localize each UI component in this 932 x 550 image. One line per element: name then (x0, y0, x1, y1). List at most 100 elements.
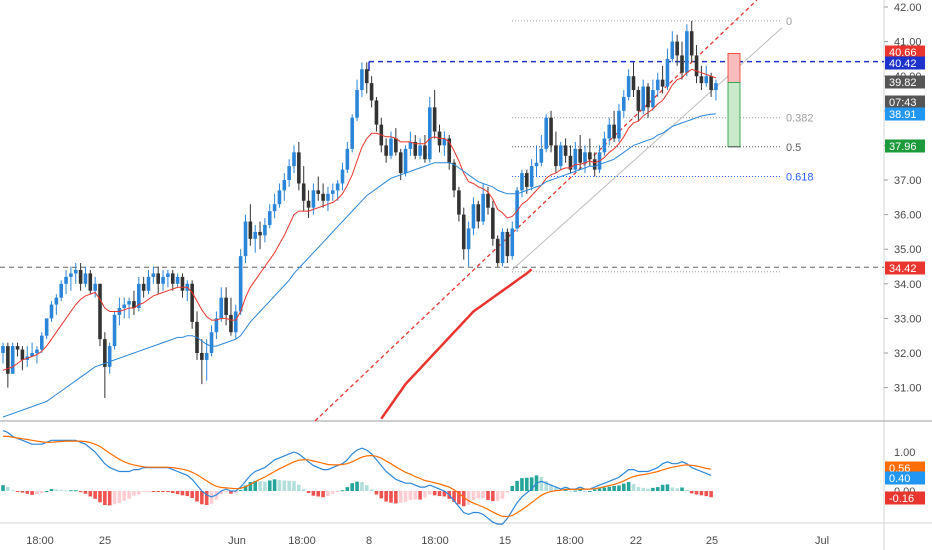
candle-body (704, 76, 709, 84)
histogram-bar (180, 491, 185, 496)
histogram-bar (15, 491, 20, 492)
histogram-bar (83, 491, 88, 494)
stop-loss-zone (727, 52, 741, 83)
y-tick-label: 35.00 (894, 244, 922, 256)
histogram-bar (544, 481, 548, 491)
candle-body (699, 76, 704, 84)
histogram-bar (423, 491, 427, 498)
candle-body (272, 204, 277, 212)
candle-body (1, 346, 5, 353)
candle-body (263, 224, 267, 236)
candle-body (689, 31, 694, 56)
histogram-bar (646, 488, 650, 491)
histogram-bar (408, 491, 413, 500)
histogram-bar (59, 489, 63, 491)
histogram-bar (127, 491, 131, 499)
candle-body (311, 190, 316, 208)
candle-body (200, 353, 204, 360)
candle-body (651, 90, 655, 108)
histogram-bar (204, 491, 209, 506)
histogram-bar (25, 491, 30, 494)
histogram-bar (631, 483, 636, 491)
candle-body (694, 55, 699, 77)
histogram-bar (675, 488, 679, 491)
histogram-bar (466, 491, 471, 505)
histogram-bar (525, 477, 529, 491)
candle-body (238, 256, 243, 312)
take-profit-zone (727, 82, 741, 148)
candle-body (73, 269, 78, 274)
histogram-bar (190, 491, 194, 499)
drawings[interactable] (0, 0, 884, 422)
candle-body (180, 276, 185, 291)
histogram-bar (267, 480, 272, 491)
fib-retracement[interactable]: 0 0.382 0.5 0.618 (512, 16, 814, 184)
candle-body (452, 162, 456, 191)
histogram-bar (500, 491, 505, 499)
candle-body (287, 166, 291, 180)
histogram-bar (263, 481, 267, 491)
candle-body (423, 145, 427, 160)
histogram-bar (219, 491, 224, 495)
candle-body (248, 221, 253, 239)
histogram-bar (573, 490, 578, 492)
candle-body (631, 76, 636, 91)
y-tick-label: 34.00 (894, 279, 922, 291)
histogram-bar (398, 491, 403, 503)
histogram-bar (355, 481, 359, 491)
histogram-bar (476, 491, 481, 499)
candle-body (345, 148, 350, 170)
histogram-bar (10, 490, 15, 492)
candle-body (350, 117, 354, 149)
fib-level-label: 0.5 (786, 142, 801, 154)
candle-body (539, 148, 544, 163)
histogram-bar (340, 490, 345, 492)
candle-body (151, 273, 156, 277)
moving-averages (2, 68, 717, 420)
histogram-bar (486, 491, 490, 500)
histogram-bar (568, 490, 573, 492)
histogram-bar (175, 491, 180, 495)
candle-body (103, 339, 107, 367)
candle-body (675, 41, 679, 56)
price-badges: 40.6640.4239.8207:4338.9137.9634.420.560… (885, 45, 925, 505)
candle-body (563, 145, 568, 156)
candle-body (137, 283, 141, 309)
price-badge (885, 75, 925, 89)
candle-body (112, 314, 117, 347)
candle-body (30, 353, 34, 357)
histogram-bar (306, 491, 311, 493)
histogram-bar (660, 484, 665, 491)
histogram-bar (583, 491, 587, 492)
histogram-bar (689, 491, 694, 494)
histogram-bar (704, 491, 709, 497)
candle-body (457, 190, 461, 215)
histogram-bar (360, 482, 364, 491)
macd-badge-label: 0.40 (889, 473, 910, 485)
histogram-bar (1, 485, 5, 491)
time-axis[interactable]: 18:00 25 Jun 18:00 8 18:00 15 18:00 22 25 Jul (26, 535, 829, 547)
candle-body (306, 200, 311, 208)
candle-body (267, 211, 272, 225)
candle-body (534, 162, 539, 167)
candle-body (54, 297, 59, 305)
candle-body (166, 273, 170, 277)
histogram-bar (495, 491, 500, 501)
candle-body (35, 349, 39, 353)
candle-body (413, 141, 418, 156)
candle-body (93, 283, 97, 291)
candle-body (64, 276, 68, 284)
candle-body (544, 117, 548, 149)
candle-body (626, 76, 631, 97)
candle-body (78, 269, 83, 284)
moving-average-line (380, 268, 533, 420)
candle-body (170, 273, 175, 284)
candle-body (510, 228, 515, 257)
histogram-bar (185, 491, 190, 497)
histogram-bar (491, 491, 495, 502)
macd-badge (885, 471, 925, 485)
histogram-bar (442, 491, 447, 497)
histogram-bar (49, 489, 54, 491)
histogram-bar (403, 491, 408, 502)
